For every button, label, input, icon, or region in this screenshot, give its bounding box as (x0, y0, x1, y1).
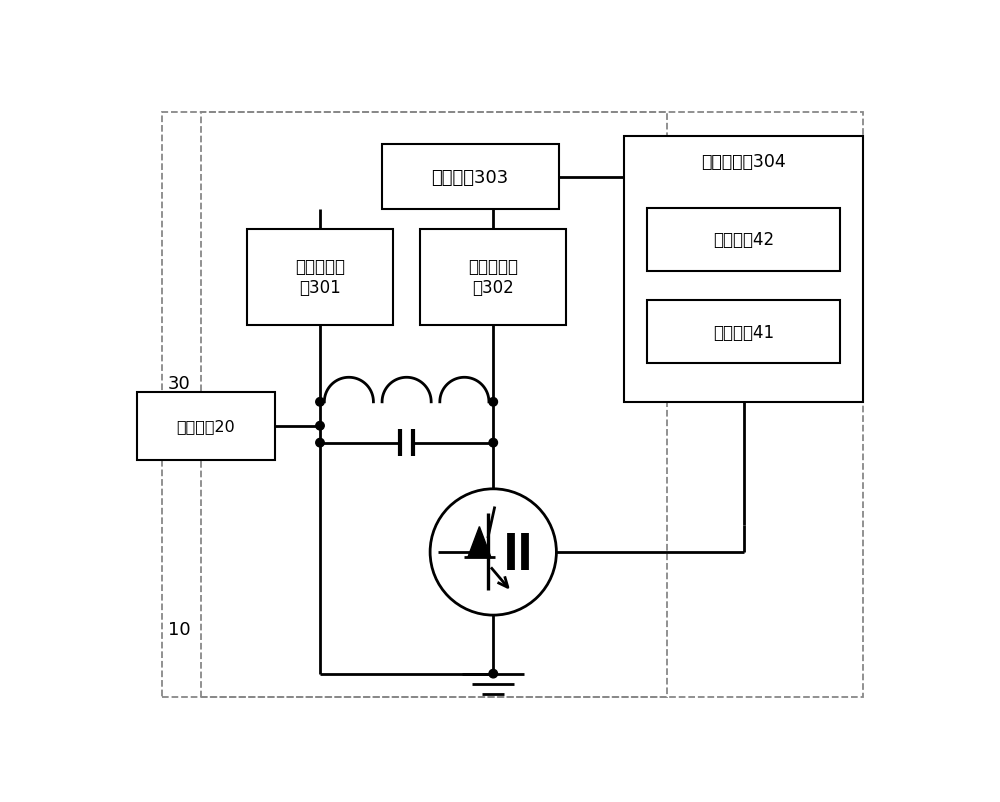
Circle shape (316, 422, 324, 431)
Circle shape (489, 670, 497, 678)
Text: 供电电路20: 供电电路20 (177, 419, 235, 434)
Text: 驱动控制器304: 驱动控制器304 (701, 152, 786, 170)
Text: 10: 10 (168, 620, 190, 638)
Circle shape (316, 398, 324, 407)
Bar (247, 229, 393, 326)
Text: 控制单元42: 控制单元42 (713, 231, 774, 249)
Circle shape (316, 439, 324, 448)
Bar (201, 112, 666, 697)
Bar (420, 229, 566, 326)
Circle shape (489, 439, 497, 448)
Bar (382, 144, 559, 210)
Text: 比较电路303: 比较电路303 (432, 168, 509, 186)
Bar (647, 301, 840, 364)
Bar (647, 209, 840, 272)
Text: 计时单元41: 计时单元41 (713, 323, 774, 342)
Bar (137, 392, 275, 460)
Text: 第二分压电
路302: 第二分压电 路302 (468, 258, 518, 297)
Circle shape (489, 398, 497, 407)
Polygon shape (468, 527, 491, 557)
Text: 第一分压电
路301: 第一分压电 路301 (295, 258, 345, 297)
Bar (624, 137, 863, 403)
Text: 30: 30 (168, 374, 190, 392)
